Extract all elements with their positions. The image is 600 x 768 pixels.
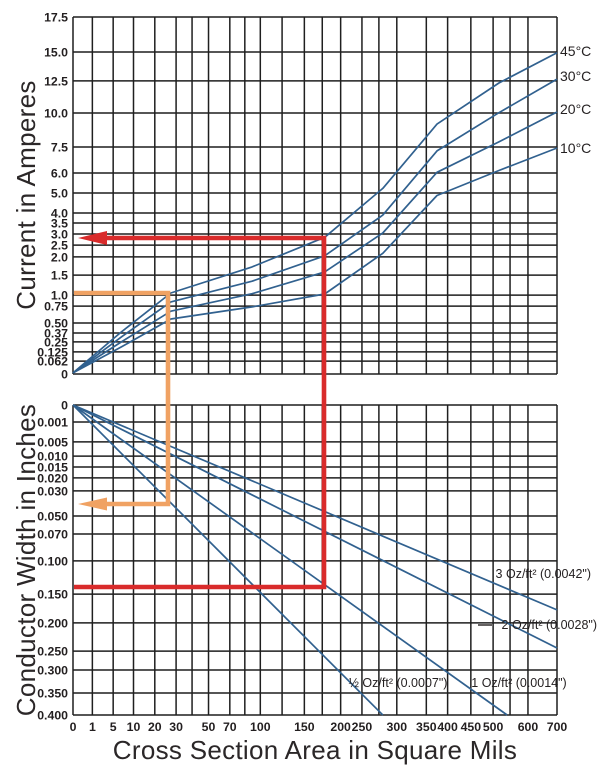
y-tick-label: 10.0: [44, 106, 68, 120]
y-tick-label: 0.400: [37, 708, 68, 722]
x-tick-label: 30: [169, 720, 183, 734]
curve-label-45c: 45°C: [560, 43, 591, 59]
y-tick-label: 0.001: [37, 415, 68, 429]
x-tick-label: 70: [223, 720, 237, 734]
y-tick-label: 17.5: [44, 10, 68, 24]
y-tick-label: 0: [61, 398, 68, 412]
x-tick-label: 250: [352, 720, 373, 734]
curve-label-1-oz: 1 Oz/ft² (0.0014"): [471, 676, 566, 690]
y-tick-label: 5.0: [51, 186, 68, 200]
top-y-axis-title: Current in Amperes: [11, 80, 41, 310]
x-tick-label: 5: [110, 720, 117, 734]
curve-half-oz: [72, 404, 384, 716]
y-tick-label: 12.5: [44, 74, 68, 88]
curve-label-2-oz: 2 Oz/ft² (0.0028"): [502, 618, 597, 632]
x-tick-label: 100: [250, 720, 271, 734]
y-tick-label: 2.5: [51, 239, 68, 253]
x-tick-label: 1: [89, 720, 96, 734]
y-tick-label: 0.350: [37, 686, 68, 700]
y-tick-label: 0.200: [37, 616, 68, 630]
x-tick-label: 300: [387, 720, 408, 734]
red-example-guide-line: [74, 235, 327, 590]
y-tick-label: 0.005: [37, 435, 68, 449]
x-tick-label: 350: [416, 720, 437, 734]
x-tick-label: 450: [461, 720, 482, 734]
x-tick-label: 150: [294, 720, 315, 734]
y-tick-label: 0: [61, 367, 68, 381]
y-tick-label: 3.0: [51, 227, 68, 241]
x-tick-label: 200: [330, 720, 351, 734]
x-tick-label: 0: [70, 720, 77, 734]
x-tick-label: 20: [148, 720, 162, 734]
curve-label-10c: 10°C: [560, 140, 591, 156]
y-tick-label: 0.37: [44, 326, 68, 340]
curve-2-oz: [72, 404, 558, 649]
y-tick-label: 1.0: [51, 289, 68, 303]
x-tick-label: 600: [518, 720, 539, 734]
x-tick-label: 500: [483, 720, 504, 734]
y-tick-label: 3.5: [51, 216, 68, 230]
y-tick-label: 6.0: [51, 166, 68, 180]
orange-example-arrowhead: [78, 497, 107, 511]
y-tick-label: 0.015: [37, 460, 68, 474]
y-tick-label: 0.250: [37, 645, 68, 659]
curve-label-3-oz: 3 Oz/ft² (0.0042"): [496, 567, 591, 581]
y-tick-label: 15.0: [44, 45, 68, 59]
y-tick-label: 0.150: [37, 588, 68, 602]
y-tick-label: 0.25: [44, 335, 68, 349]
curve-label-half-oz: ½ Oz/ft² (0.0007"): [349, 676, 448, 690]
y-tick-label: 0.070: [37, 527, 68, 541]
bottom-y-axis-title: Conductor Width in Inches: [11, 403, 41, 717]
curve-label-20c: 20°C: [560, 101, 591, 117]
y-tick-label: 0.010: [37, 450, 68, 464]
orange-example-guide-line: [74, 290, 171, 507]
y-tick-label: 0.020: [37, 471, 68, 485]
curve-30c: [72, 78, 558, 374]
curve-3-oz: [72, 404, 558, 611]
x-tick-label: 700: [547, 720, 568, 734]
y-tick-label: 0.030: [37, 484, 68, 498]
y-tick-label: 7.5: [51, 140, 68, 154]
y-tick-label: 0.100: [37, 554, 68, 568]
y-tick-label: 2.0: [51, 250, 68, 264]
red-example-arrowhead: [78, 231, 107, 245]
y-tick-label: 0.050: [37, 509, 68, 523]
y-tick-label: 0.75: [44, 300, 68, 314]
y-tick-label: 0.300: [37, 663, 68, 677]
curve-label-30c: 30°C: [560, 68, 591, 84]
x-axis-title: Cross Section Area in Square Mils: [112, 735, 518, 765]
y-tick-label: 0.062: [37, 355, 68, 369]
curve-10c: [72, 147, 558, 374]
x-tick-label: 400: [437, 720, 458, 734]
x-tick-label: 10: [127, 720, 141, 734]
y-tick-label: 4.0: [51, 206, 68, 220]
y-tick-label: 1.5: [51, 269, 68, 283]
curve-1-oz: [72, 404, 508, 716]
y-tick-label: 0.50: [44, 316, 68, 330]
y-tick-label: 0.125: [37, 345, 68, 359]
x-tick-label: 50: [202, 720, 216, 734]
